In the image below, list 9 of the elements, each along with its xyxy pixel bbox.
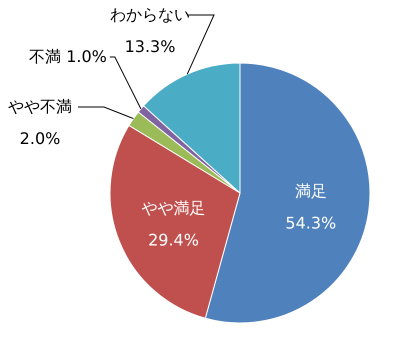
slice-label: わからない [110,5,190,24]
data-label: 29.4% [148,230,199,250]
data-label: 13.3% [124,37,176,56]
slice-label: やや満足 [142,198,206,218]
slice-label: やや不満 [8,97,72,116]
slice-label: 満足 [294,182,327,201]
slice-label: 不満 1.0% [29,47,107,66]
data-label: 2.0% [20,129,60,148]
data-label: 54.3% [285,214,336,233]
